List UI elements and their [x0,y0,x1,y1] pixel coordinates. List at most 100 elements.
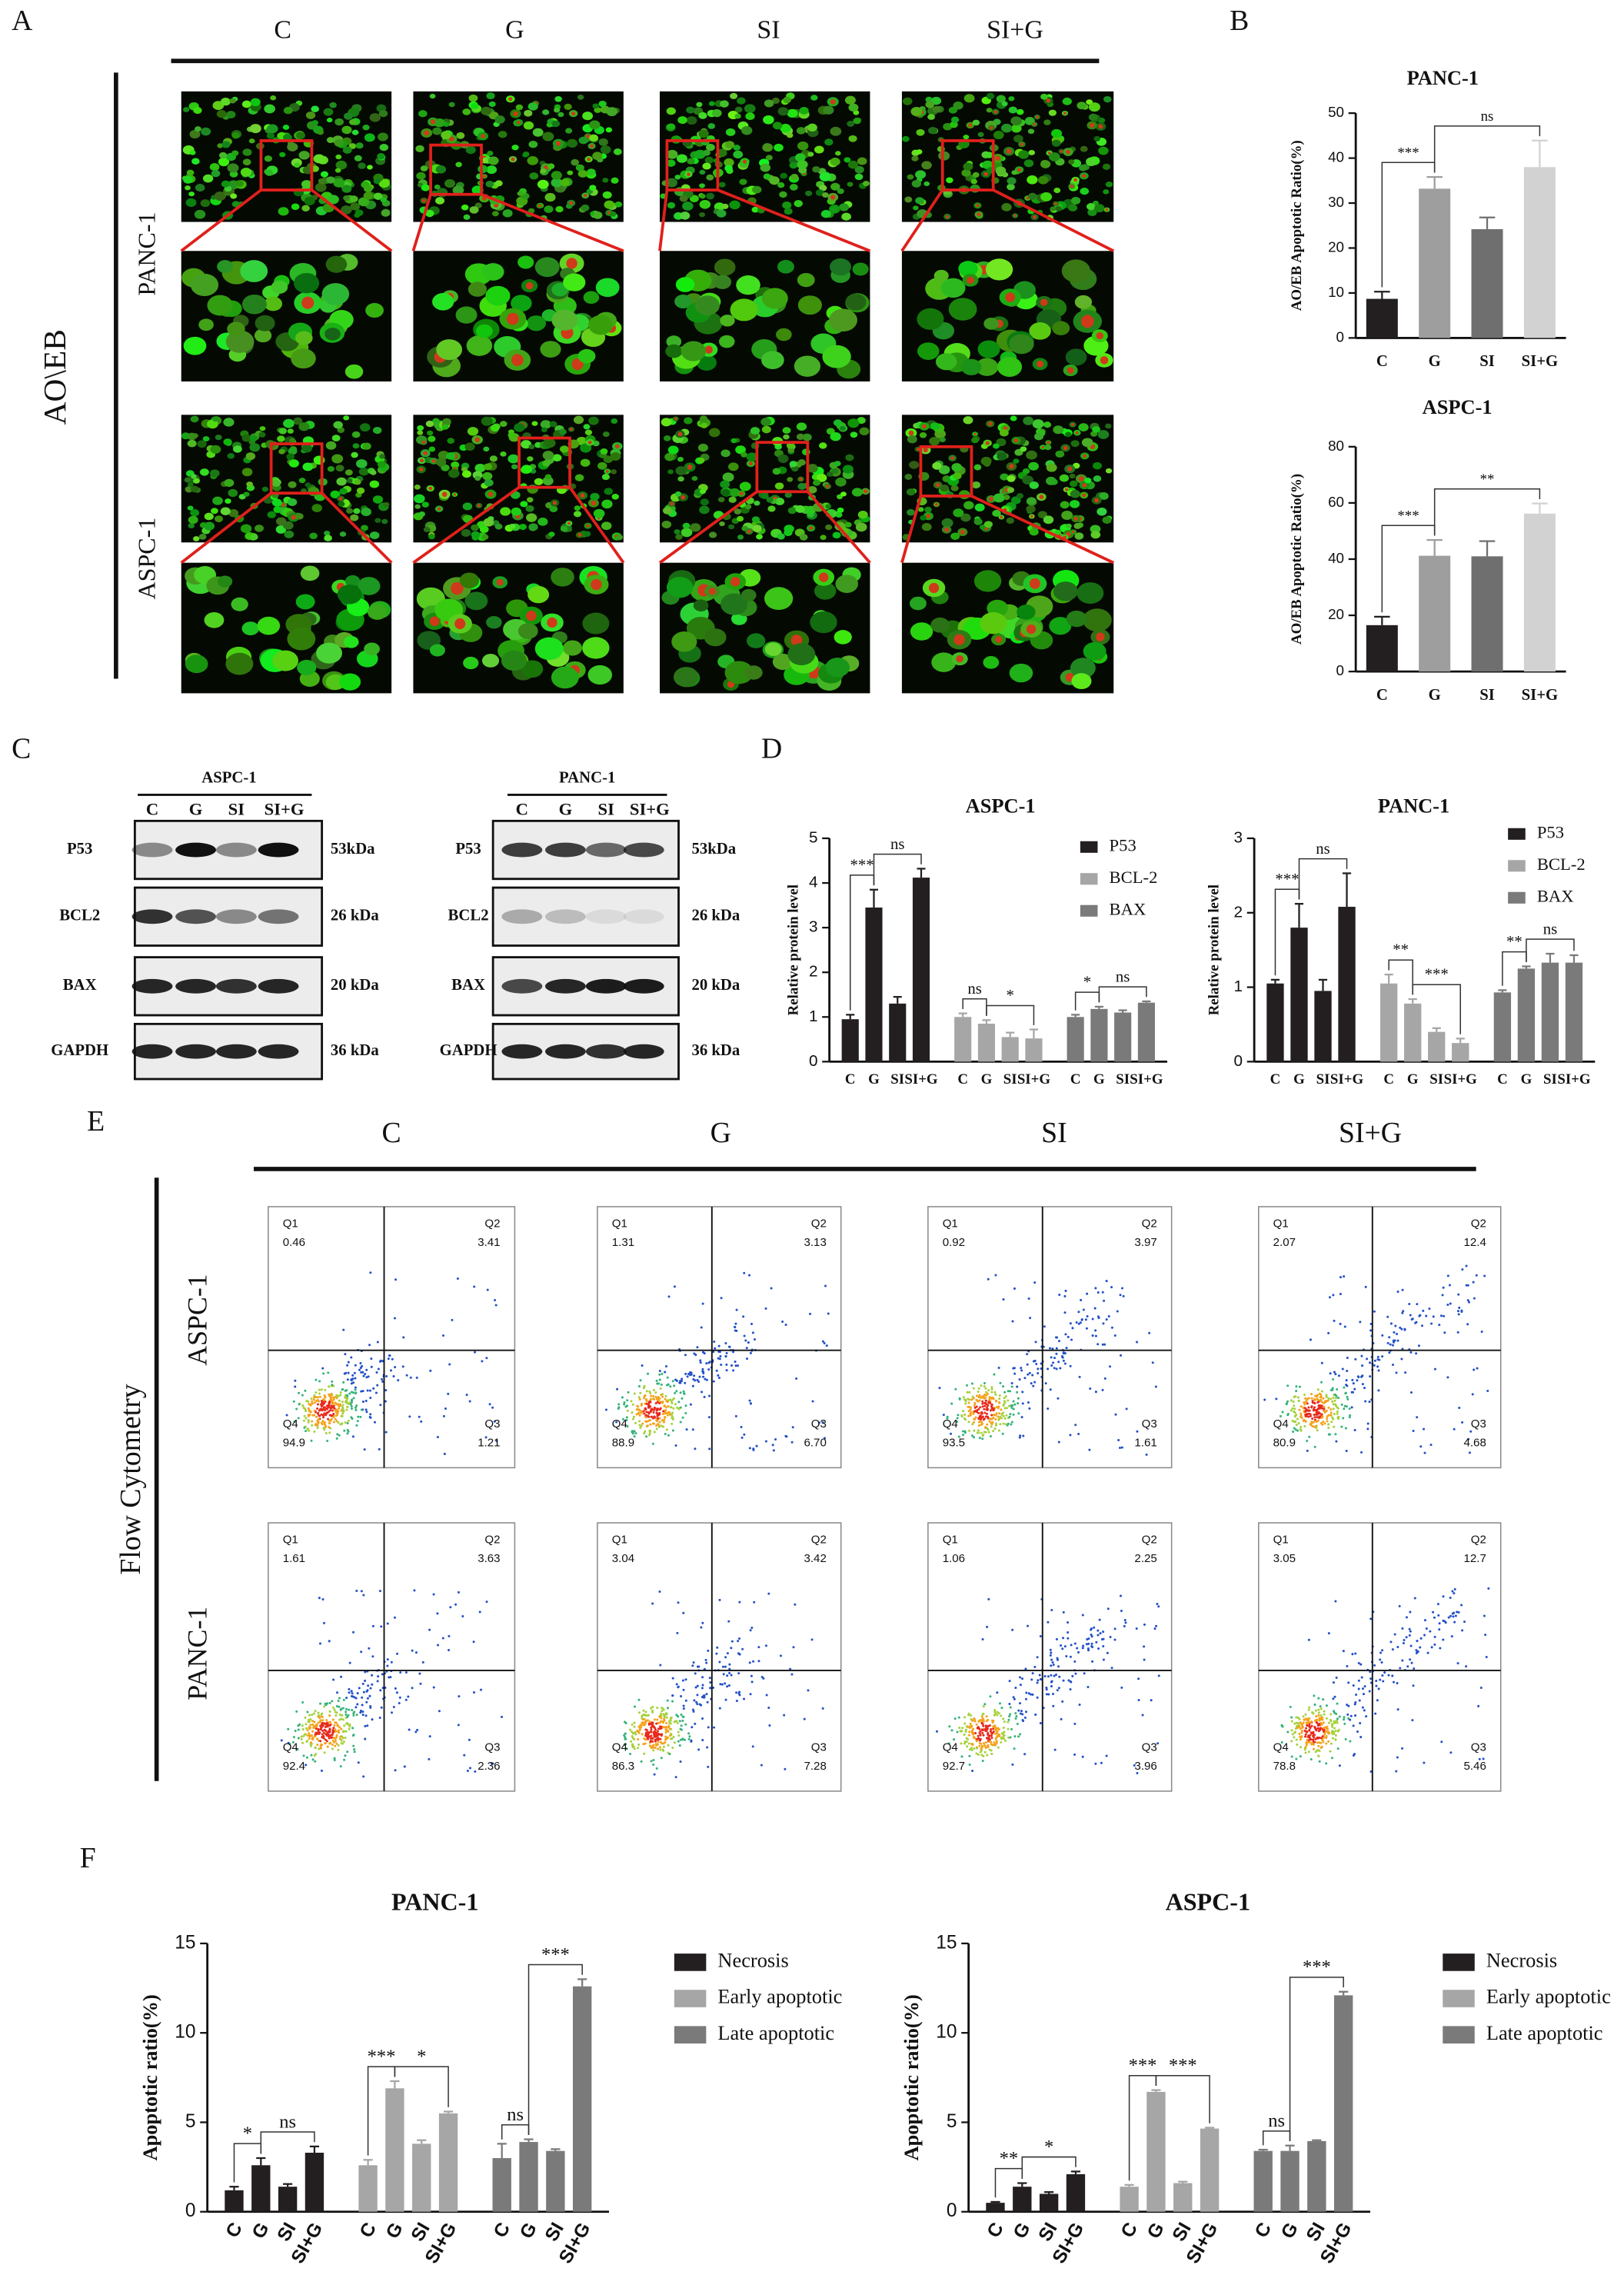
event-dot [604,1408,607,1411]
event-dot [1350,1391,1353,1394]
event-dot [671,1747,674,1750]
cell [351,129,359,135]
cell [325,441,337,450]
cell [1068,204,1078,212]
quadrant-name: Q1 [612,1217,627,1231]
cell [935,353,957,371]
cell [983,521,993,528]
cell [1087,208,1097,217]
cell [699,183,705,188]
cell [995,166,1007,175]
event-dot [1003,1417,1007,1420]
event-dot [1293,1427,1296,1430]
event-dot [720,1297,723,1300]
event-dot [684,1723,687,1726]
event-dot [690,1739,693,1742]
cell [859,427,870,435]
cell [372,495,384,504]
event-dot [732,1351,735,1354]
cell-nucleus [477,504,481,508]
cell [475,324,493,338]
event-dot [718,1707,721,1710]
event-dot [1102,1322,1105,1325]
event-dot [1316,1413,1319,1416]
event-dot [342,1698,345,1701]
event-dot [687,1373,691,1376]
event-dot [381,1377,384,1381]
cell [294,272,320,294]
event-dot [1122,1294,1125,1297]
cell-nucleus [1013,438,1019,443]
event-dot [388,1354,391,1357]
event-dot [401,1365,404,1368]
event-dot [734,1329,737,1332]
cell [827,471,834,477]
event-dot [298,1723,301,1726]
event-dot [1486,1389,1489,1392]
quadrant-name: Q2 [1142,1217,1157,1231]
event-dot [693,1374,696,1377]
event-dot [980,1418,983,1421]
event-dot [671,1380,674,1383]
cell-nucleus [977,212,981,217]
event-dot [1107,1315,1110,1318]
cell [288,447,298,455]
event-dot [643,1384,646,1387]
quadrant-value: 6.70 [804,1436,826,1449]
event-dot [992,1430,995,1433]
cell [511,295,532,312]
event-dot [395,1652,399,1655]
event-dot [328,1714,331,1717]
cell [845,454,854,461]
cell-nucleus [1094,498,1100,503]
event-dot [684,1404,687,1407]
event-dot [376,1680,379,1683]
event-dot [329,1409,332,1412]
cell [1007,183,1015,191]
event-dot [1364,1400,1367,1403]
cell [714,202,725,212]
event-dot [745,1347,748,1350]
event-dot [329,1407,332,1410]
cell [1066,523,1072,529]
cell [724,141,735,149]
cell [494,180,503,187]
event-dot [1069,1364,1072,1367]
cell [752,185,762,194]
cell [1060,501,1070,509]
event-dot [669,1717,672,1720]
cell [508,431,516,438]
event-dot [1027,1373,1030,1376]
event-dot [1295,1390,1298,1393]
event-dot [328,1730,331,1733]
event-dot [656,1707,659,1710]
cell [415,145,424,152]
event-dot [645,1398,648,1401]
cell [198,534,207,540]
cell [797,272,815,288]
event-dot [432,1593,435,1596]
event-dot [737,1672,740,1675]
cell-nucleus [431,458,436,463]
cell-nucleus [1100,356,1109,365]
event-dot [649,1411,652,1414]
event-dot [326,1723,329,1726]
event-dot [366,1697,369,1700]
event-dot [659,1407,662,1410]
event-dot [331,1747,334,1750]
event-dot [767,1706,770,1709]
event-dot [1396,1339,1399,1342]
event-dot [967,1401,970,1404]
cell [588,315,614,335]
cell [549,421,557,428]
cell [724,661,754,684]
cell [241,294,267,315]
quadrant-value: 92.4 [283,1760,305,1773]
event-dot [675,1720,678,1723]
event-dot [667,1736,670,1739]
cell-nucleus [291,515,297,520]
cell [601,499,613,509]
event-dot [1306,1402,1309,1405]
event-dot [648,1431,651,1434]
event-dot [694,1354,697,1357]
